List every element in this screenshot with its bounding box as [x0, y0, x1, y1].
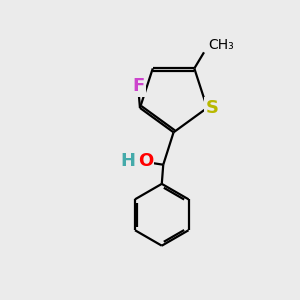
Text: O: O: [138, 152, 153, 170]
Text: F: F: [132, 77, 145, 95]
Text: H: H: [120, 152, 135, 170]
Text: CH₃: CH₃: [209, 38, 234, 52]
Text: S: S: [206, 99, 219, 117]
